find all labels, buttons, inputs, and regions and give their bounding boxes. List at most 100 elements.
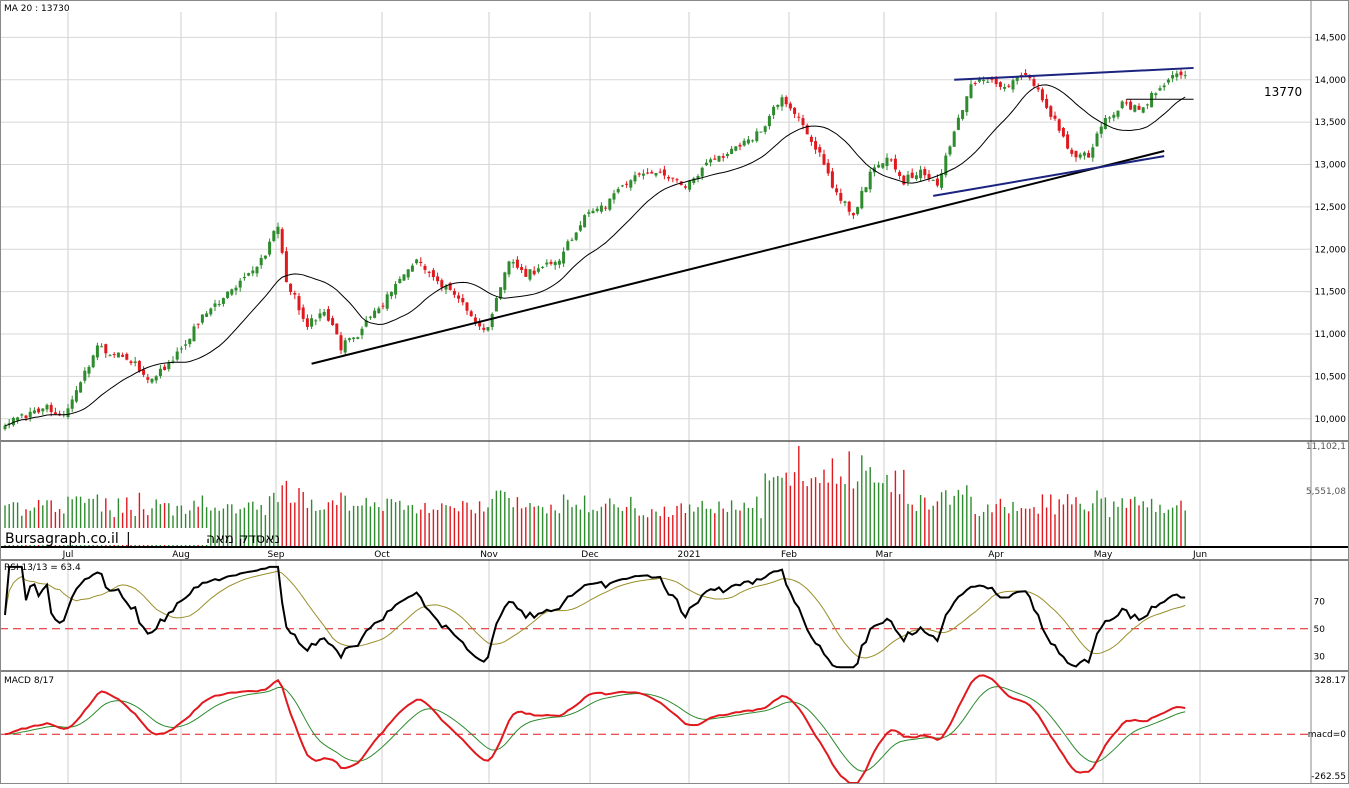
candle-body <box>990 79 994 81</box>
candle-body <box>406 269 410 278</box>
watermark-instrument: נאסדק מאה <box>206 531 280 547</box>
x-tick-label: Feb <box>781 550 797 560</box>
candle-body <box>179 348 183 350</box>
x-tick-label: Oct <box>374 550 390 560</box>
macd-label: MACD 8/17 <box>4 676 54 686</box>
y-tick-label: 11,000 <box>1315 330 1347 340</box>
candle-body <box>961 110 965 119</box>
candle-body <box>419 261 423 264</box>
candle-body <box>7 423 11 425</box>
candle-body <box>818 147 822 153</box>
candle-body <box>440 280 444 288</box>
candle-body <box>969 84 973 98</box>
candle-body <box>549 261 553 264</box>
volume-tick-label: 11,102,1 <box>1306 442 1346 452</box>
candle-body <box>41 408 45 412</box>
lower-channel <box>933 155 1165 197</box>
candle-body <box>553 261 557 266</box>
candle-body <box>986 81 990 83</box>
candle-body <box>360 328 364 336</box>
candle-body <box>1011 80 1015 90</box>
candle-body <box>784 97 788 105</box>
candle-body <box>167 362 171 370</box>
candle-body <box>373 310 377 318</box>
ma-label: MA 20 : 13730 <box>4 4 70 14</box>
candle-body <box>788 103 792 109</box>
candle-body <box>339 335 343 351</box>
candle-body <box>221 298 225 304</box>
candle-body <box>1108 117 1112 119</box>
x-tick-label: Apr <box>988 550 1004 560</box>
candle-body <box>335 323 339 335</box>
candle-body <box>885 157 889 166</box>
candle-body <box>461 298 465 303</box>
moving-average <box>4 84 1186 427</box>
rsi-panel: 70 50 30 <box>0 565 1326 669</box>
candle-body <box>856 207 860 215</box>
rsi-tick-label: 70 <box>1314 597 1326 607</box>
candle-body <box>574 232 578 240</box>
trend-support <box>311 150 1165 365</box>
candle-body <box>494 298 498 312</box>
candle-body <box>956 117 960 130</box>
candle-body <box>1171 75 1175 79</box>
candle-body <box>268 241 272 255</box>
candle-body <box>994 78 998 85</box>
candle-body <box>667 176 671 179</box>
candle-body <box>566 241 570 251</box>
candle-body <box>1087 152 1091 158</box>
x-tick-label: Sep <box>268 550 285 560</box>
candle-body <box>835 188 839 193</box>
volume-bars: 11,102,1 5,551,08 <box>4 442 1346 546</box>
candle-body <box>20 414 24 416</box>
candle-body <box>599 205 603 212</box>
candle-body <box>452 290 456 295</box>
macd-tick-label: macd=0 <box>1308 730 1346 740</box>
candle-body <box>1158 88 1162 91</box>
candle-body <box>532 270 536 275</box>
candle-body <box>226 291 230 298</box>
rsi-line <box>4 565 1186 669</box>
candle-body <box>847 201 851 212</box>
candle-body <box>209 308 213 315</box>
candle-body <box>851 212 855 216</box>
candle-body <box>251 270 255 274</box>
candle-body <box>604 207 608 209</box>
candle-body <box>587 212 591 214</box>
candle-body <box>507 261 511 275</box>
candle-body <box>230 289 234 295</box>
candle-body <box>1145 104 1149 106</box>
candle-body <box>1099 126 1103 134</box>
candle-body <box>1091 147 1095 158</box>
upper-channel <box>954 66 1194 81</box>
x-tick-label: 2021 <box>678 550 701 560</box>
candle-body <box>234 287 238 291</box>
candle-body <box>902 175 906 185</box>
candle-body <box>112 354 116 356</box>
candle-body <box>1183 75 1187 77</box>
candle-body <box>759 131 763 133</box>
candle-body <box>952 131 956 147</box>
candle-body <box>192 326 196 342</box>
candle-body <box>448 283 452 290</box>
candle-body <box>45 404 49 410</box>
candle-body <box>805 125 809 135</box>
candle-body <box>83 370 87 381</box>
candle-body <box>318 313 322 319</box>
candle-body <box>801 118 805 126</box>
candle-body <box>641 173 645 176</box>
candle-body <box>940 173 944 188</box>
x-tick-label: Dec <box>581 550 598 560</box>
candle-body <box>259 258 263 266</box>
candle-body <box>562 251 566 264</box>
candle-body <box>74 390 78 402</box>
candle-body <box>772 106 776 116</box>
x-tick-label: Mar <box>876 550 893 560</box>
trend-lines <box>311 66 1194 365</box>
candle-body <box>394 283 398 295</box>
candle-body <box>591 210 595 214</box>
candle-body <box>767 116 771 127</box>
macd-tick-label: -262.55 <box>1311 772 1346 782</box>
candle-body <box>1082 152 1086 156</box>
macd-line <box>4 674 1186 785</box>
